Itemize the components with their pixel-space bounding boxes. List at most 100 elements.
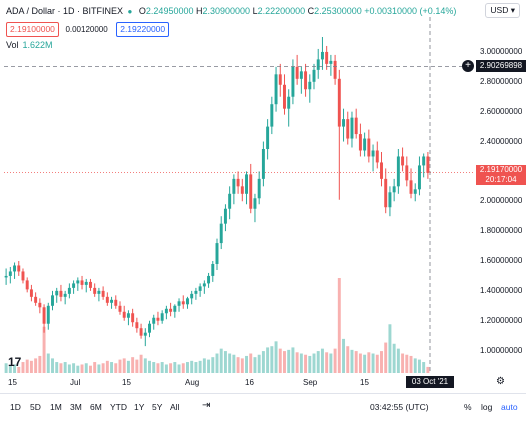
candle-body [114, 299, 118, 306]
timeframe-1y[interactable]: 1Y [134, 402, 145, 412]
sell-button[interactable]: 2.19100000 [6, 22, 59, 37]
candle-body [118, 305, 122, 312]
volume-bar [409, 355, 413, 373]
candle-body [110, 299, 114, 303]
volume-bar [4, 363, 8, 373]
candle-body [72, 283, 76, 288]
candle-body [337, 78, 341, 127]
add-alert-plus-icon[interactable]: + [462, 60, 474, 72]
volume-bar [13, 364, 17, 373]
candle-body [401, 156, 405, 166]
volume-bar [367, 352, 371, 373]
timeframe-3m[interactable]: 3M [70, 402, 82, 412]
volume-bar [228, 353, 232, 373]
time-tick-label: Sep [303, 378, 318, 387]
volume-bar [417, 359, 421, 373]
candle-body [245, 174, 249, 194]
bar-countdown: 20:17:04 [485, 175, 517, 184]
timeframe-6m[interactable]: 6M [90, 402, 102, 412]
volume-bar [363, 354, 367, 373]
price-chart[interactable] [0, 0, 526, 393]
candle-body [122, 311, 126, 318]
percent-toggle[interactable]: % [464, 402, 472, 412]
candle-body [299, 71, 303, 79]
candle-body [59, 290, 63, 297]
volume-bar [38, 355, 42, 373]
candle-body [93, 287, 97, 294]
candle-body [422, 156, 426, 166]
candle-body [291, 66, 295, 97]
timeframe-5y[interactable]: 5Y [152, 402, 163, 412]
close-label: C [307, 6, 315, 16]
volume-bar [232, 354, 236, 373]
volume-bar [110, 362, 114, 373]
candle-body [164, 308, 168, 314]
candle-body [21, 271, 25, 281]
volume-bar [270, 346, 274, 373]
candle-body [228, 193, 232, 209]
volume-bar [177, 364, 181, 373]
volume-bar [114, 363, 118, 373]
candle-body [55, 290, 59, 296]
currency-selector[interactable]: USD ▾ [485, 3, 520, 18]
volume-bar [139, 354, 143, 373]
volume-bar [426, 366, 430, 373]
candle-body [63, 293, 67, 297]
volume-bar [198, 360, 202, 373]
volume-bar [143, 358, 147, 373]
volume-bar [312, 353, 316, 373]
volume-bar [346, 346, 350, 373]
candle-body [261, 149, 265, 179]
volume-bar [219, 348, 223, 373]
volume-bar [274, 341, 278, 373]
volume-bar [249, 353, 253, 373]
candle-body [219, 223, 223, 244]
candle-body [240, 186, 244, 194]
volume-bar [76, 365, 80, 373]
close-value: 2.25300000 [314, 6, 362, 16]
auto-toggle[interactable]: auto [501, 402, 518, 412]
volume-bar [223, 351, 227, 373]
symbol-title[interactable]: ADA / Dollar · 1D · BITFINEX [6, 6, 124, 16]
utc-clock[interactable]: 03:42:55 (UTC) [370, 402, 429, 412]
settings-gear-icon[interactable]: ⚙ [496, 376, 505, 387]
tradingview-logo-icon[interactable]: 17 [8, 355, 22, 369]
volume-bar [266, 347, 270, 373]
price-tick-label: 2.40000000 [480, 136, 523, 146]
timeframe-ytd[interactable]: YTD [110, 402, 127, 412]
candle-body [135, 322, 139, 329]
volume-bar [8, 365, 12, 373]
price-tick-label: 1.00000000 [480, 345, 523, 355]
time-tick-label: 15 [360, 378, 369, 387]
volume-bar [105, 360, 109, 373]
timeframe-1d[interactable]: 1D [10, 402, 21, 412]
log-toggle[interactable]: log [481, 402, 493, 412]
volume-bar [63, 362, 67, 373]
volume-value: 1.622M [22, 40, 53, 50]
candle-body [84, 281, 88, 285]
candle-body [316, 59, 320, 70]
volume-bar [375, 354, 379, 373]
timeframe-1m[interactable]: 1M [50, 402, 62, 412]
volume-bar [291, 347, 295, 373]
candle-body [80, 280, 84, 285]
candle-body [185, 298, 189, 305]
volume-legend: Vol 1.622M [6, 40, 53, 50]
volume-label[interactable]: Vol [6, 40, 19, 50]
volume-bar [194, 362, 198, 373]
time-tick-label: 15 [122, 378, 131, 387]
buy-button[interactable]: 2.19220000 [116, 22, 170, 37]
volume-bar [21, 362, 25, 373]
volume-bar [202, 358, 206, 373]
candle-body [409, 180, 413, 194]
time-tick-label: 16 [245, 378, 254, 387]
volume-bar [67, 364, 71, 373]
date-range-icon[interactable]: ⇥ [202, 400, 211, 411]
candle-body [270, 104, 274, 127]
candle-body [38, 302, 42, 308]
timeframe-5d[interactable]: 5D [30, 402, 41, 412]
volume-bar [126, 360, 130, 373]
candle-body [13, 265, 17, 272]
time-tick-label: 15 [8, 378, 17, 387]
timeframe-all[interactable]: All [170, 402, 180, 412]
